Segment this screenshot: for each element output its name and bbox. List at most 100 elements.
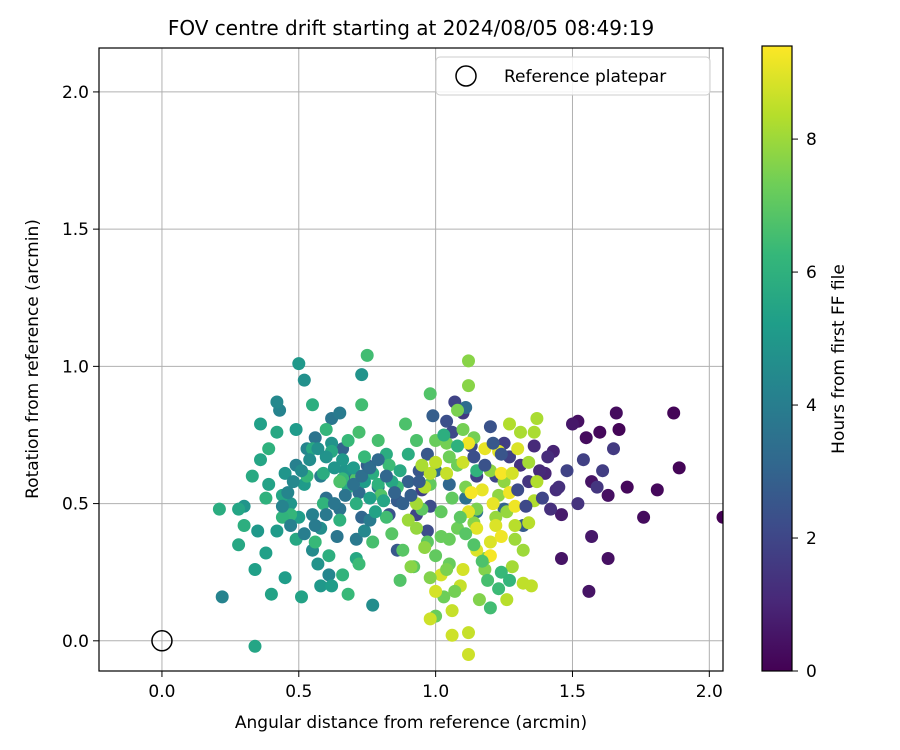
data-point [311, 442, 325, 456]
data-point [393, 573, 407, 587]
legend-box [435, 56, 711, 96]
data-point [456, 455, 470, 469]
data-point [232, 538, 246, 552]
data-point [336, 453, 350, 467]
data-point [434, 530, 448, 543]
data-point [393, 464, 407, 478]
data-point [596, 464, 610, 478]
data-point [601, 552, 615, 565]
data-point [467, 450, 481, 464]
data-point [379, 510, 393, 524]
data-point [415, 458, 429, 472]
data-point [262, 477, 276, 491]
data-point [423, 612, 437, 626]
data-point [560, 464, 574, 478]
data-point [429, 455, 443, 469]
data-point [358, 524, 371, 538]
data-point [716, 510, 723, 524]
data-point [401, 475, 415, 489]
data-point [423, 466, 437, 480]
data-point [355, 368, 369, 382]
data-point [462, 626, 475, 640]
y-tick-label: 1.5 [62, 220, 89, 240]
data-point [412, 475, 426, 489]
data-point [347, 461, 360, 475]
colorbar-tick-label: 4 [806, 396, 817, 416]
data-point [330, 530, 344, 543]
data-point [368, 505, 382, 519]
data-point [363, 461, 377, 475]
data-point [259, 491, 273, 505]
data-point [316, 466, 330, 480]
data-point [503, 417, 516, 431]
data-point [451, 439, 464, 453]
data-point [650, 483, 664, 497]
data-point [445, 491, 459, 505]
data-point [308, 519, 322, 532]
colorbar-tick-label: 2 [806, 529, 817, 549]
data-point [278, 571, 292, 585]
x-tick-label: 0.5 [285, 682, 312, 702]
data-point [462, 436, 475, 450]
data-points [151, 348, 723, 661]
data-point [508, 519, 522, 532]
data-point [248, 563, 262, 576]
reference-platepar-marker [151, 630, 173, 652]
data-point [478, 458, 492, 472]
data-point [609, 406, 623, 420]
data-point [552, 480, 566, 494]
data-point [527, 425, 541, 439]
data-point [401, 513, 415, 527]
x-axis-label: Angular distance from reference (arcmin) [235, 713, 587, 733]
data-point [275, 499, 289, 513]
data-point [467, 538, 481, 552]
data-point [442, 450, 456, 464]
data-point [440, 466, 454, 480]
data-point [494, 466, 508, 480]
legend-reference-marker [455, 65, 477, 87]
data-point [437, 428, 451, 442]
data-point [442, 477, 456, 491]
data-point [555, 508, 568, 522]
data-point [672, 461, 686, 475]
data-point [544, 502, 558, 516]
data-point [396, 497, 410, 511]
colorbar-tick-label: 8 [806, 130, 817, 150]
data-point [472, 593, 486, 607]
data-point [322, 549, 336, 563]
data-point [232, 502, 246, 516]
data-point [481, 573, 495, 587]
data-point [607, 442, 620, 456]
data-point [522, 455, 536, 469]
data-point [448, 584, 462, 598]
data-point [333, 475, 347, 489]
data-point [579, 431, 593, 445]
data-point [601, 488, 615, 502]
data-point [215, 590, 229, 604]
legend-entry-reference: Reference platepar [504, 67, 666, 87]
data-point [483, 420, 497, 434]
colorbar-label: Hours from first FF file [829, 264, 849, 454]
y-ticks: 0.0 0.5 1.0 1.5 2.0 [62, 83, 99, 652]
data-point [462, 354, 475, 368]
data-point [511, 442, 525, 456]
data-point [264, 587, 278, 601]
data-point [483, 535, 497, 549]
data-point [420, 447, 434, 461]
data-point [396, 543, 410, 557]
data-point [527, 439, 541, 453]
data-point [576, 453, 590, 467]
data-point [429, 584, 443, 598]
data-point [316, 497, 330, 511]
data-point [295, 464, 308, 478]
data-point [270, 524, 284, 538]
data-point [593, 425, 607, 439]
colorbar: 0 2 4 6 8 Hours from first FF file [761, 45, 849, 682]
data-point [245, 469, 259, 483]
data-point [462, 379, 475, 393]
data-point [620, 480, 634, 494]
plot-frame [98, 47, 724, 672]
data-point [494, 530, 508, 543]
colorbar-tick-label: 6 [806, 263, 817, 283]
data-point [259, 546, 273, 560]
